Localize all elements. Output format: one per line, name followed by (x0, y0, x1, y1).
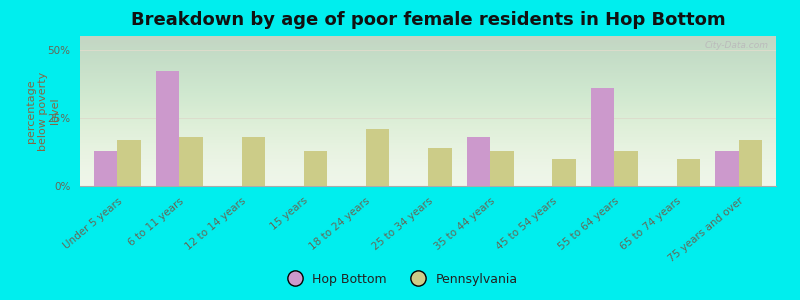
Bar (179, 137, 203, 186)
Bar (614, 151, 638, 186)
Bar (466, 137, 490, 186)
Bar (738, 140, 762, 186)
Bar (552, 159, 576, 186)
Text: City-Data.com: City-Data.com (705, 40, 769, 50)
Bar (118, 140, 141, 186)
Bar (156, 71, 179, 186)
Bar (304, 151, 327, 186)
Bar (242, 137, 265, 186)
Bar (591, 88, 614, 186)
Y-axis label: percentage
below poverty
level: percentage below poverty level (26, 71, 59, 151)
Title: Breakdown by age of poor female residents in Hop Bottom: Breakdown by age of poor female resident… (130, 11, 726, 29)
Bar (366, 129, 390, 186)
Bar (490, 151, 514, 186)
Legend: Hop Bottom, Pennsylvania: Hop Bottom, Pennsylvania (278, 268, 522, 291)
Bar (428, 148, 452, 186)
Bar (94, 151, 118, 186)
Bar (715, 151, 738, 186)
Bar (677, 159, 700, 186)
